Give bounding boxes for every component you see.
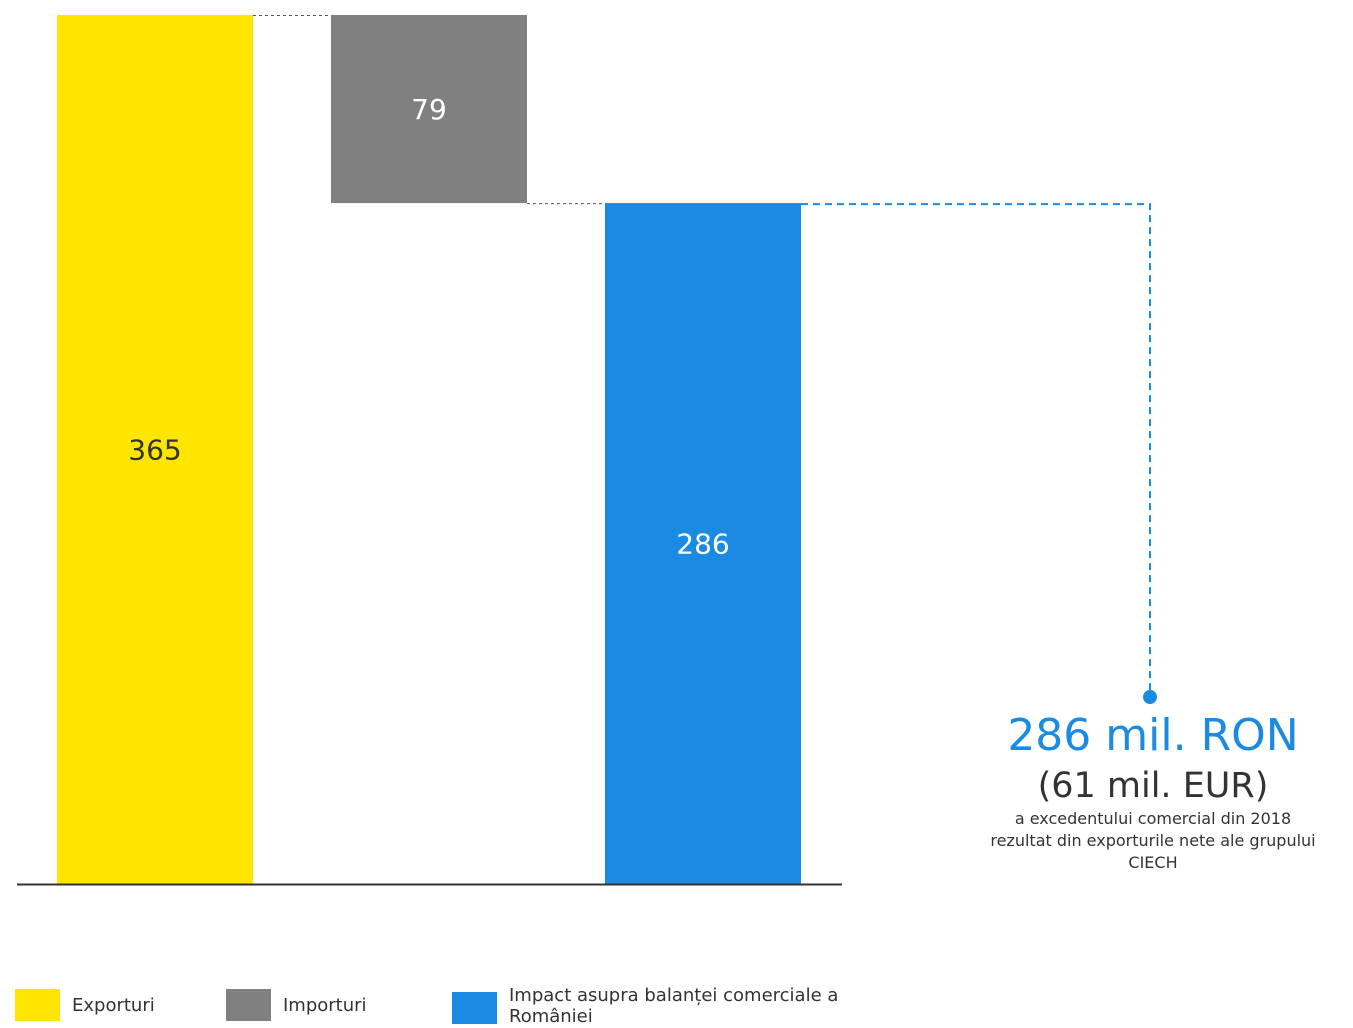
callout-sub-value: (61 mil. EUR) [1037,766,1269,806]
legend-label-impact-line-2: României [509,1006,593,1027]
bar-exporturi [57,15,253,884]
legend-label-exporturi: Exporturi [72,994,155,1016]
bar-impact [605,203,801,884]
legend-swatch-impact [452,992,497,1024]
legend-label-impact: Impact asupra balanței comerciale a Româ… [509,985,838,1027]
waterfall-chart: 365 79 286 [17,15,1157,886]
callout-dot [1143,690,1157,704]
bar-importuri [331,15,527,204]
legend-item-impact: Impact asupra balanței comerciale a Româ… [452,985,838,1027]
callout-description-line-3: CIECH [1128,853,1178,872]
legend: Exporturi Importuri Impact asupra balanț… [0,985,1353,1028]
legend-label-impact-line-1: Impact asupra balanței comerciale a [509,985,839,1006]
callout-description-line-1: a excedentului comercial din 2018 [1014,809,1292,828]
legend-swatch-importuri [226,989,271,1021]
callout-main-value: 286 mil. RON [1007,710,1299,761]
bar-label-exporturi: 365 [128,434,181,467]
legend-label-importuri: Importuri [283,994,367,1016]
callout-description-line-2: rezultat din exporturile nete ale grupul… [990,831,1316,850]
legend-item-exporturi: Exporturi [15,989,155,1021]
legend-swatch-exporturi [15,989,60,1021]
bar-label-impact: 286 [676,528,729,561]
legend-item-importuri: Importuri [226,989,367,1021]
callout-leader-line [801,203,1151,690]
bar-label-importuri: 79 [411,93,447,126]
callout-annotation: 286 mil. RON (61 mil. EUR) a excedentulu… [950,708,1353,874]
